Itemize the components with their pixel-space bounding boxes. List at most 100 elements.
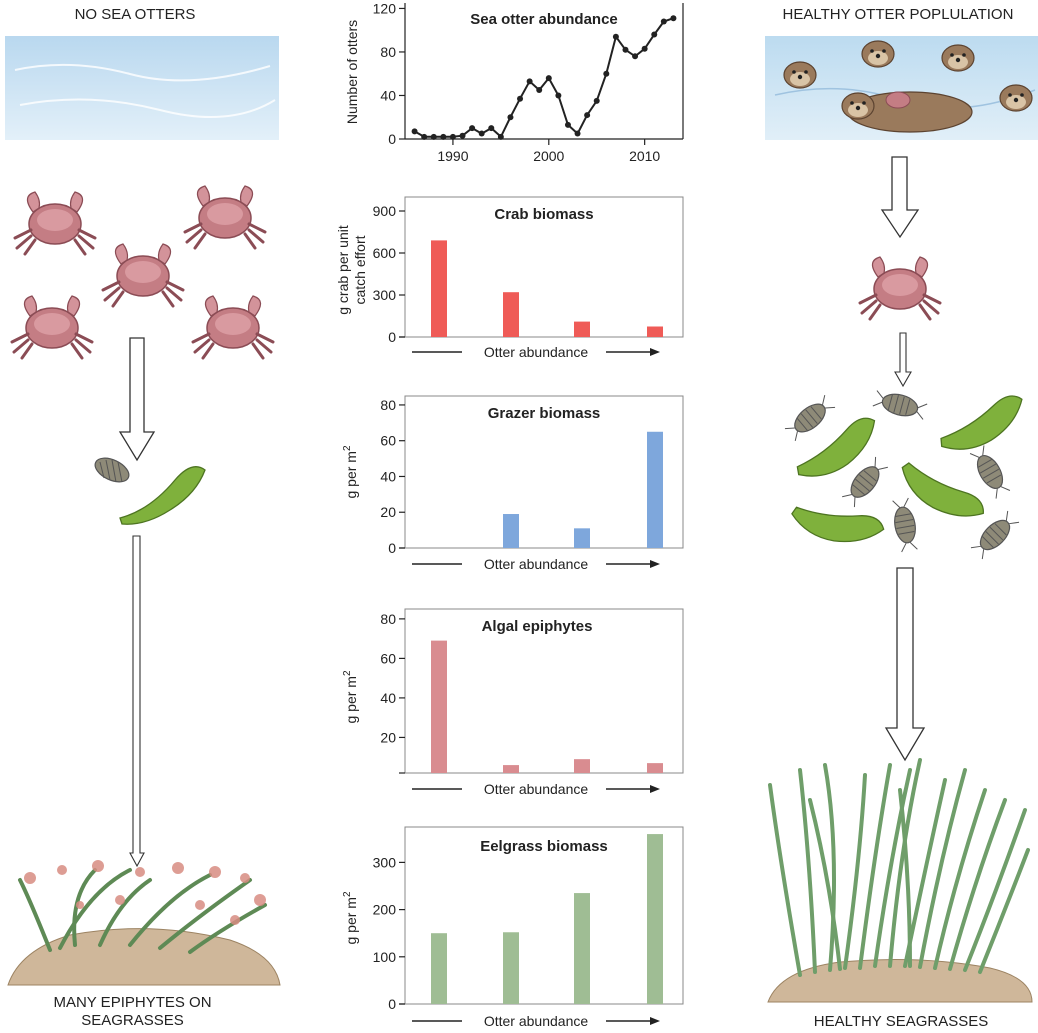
- data-point: [555, 92, 562, 99]
- x-axis-label: Otter abundance: [484, 1013, 589, 1029]
- data-point: [536, 87, 543, 94]
- y-tick-label: 900: [373, 203, 397, 219]
- data-point: [440, 133, 447, 140]
- y-axis-label-line-2: catch effort: [352, 235, 368, 304]
- arrow-down-icon: [880, 156, 920, 239]
- bar: [431, 640, 447, 773]
- series-line: [414, 17, 674, 139]
- data-point: [421, 133, 428, 140]
- data-point: [469, 125, 476, 132]
- bar: [574, 759, 590, 773]
- bar: [647, 431, 663, 548]
- left-bottom-label-line-2: SEAGRASSES: [81, 1012, 184, 1029]
- data-point: [564, 121, 571, 128]
- y-axis-label-superscript: 2: [342, 670, 353, 676]
- y-tick-label: 80: [380, 44, 396, 60]
- y-tick-label: 200: [373, 902, 397, 918]
- x-axis-arrow: [412, 1017, 660, 1025]
- sea-otter-abundance-chart: Sea otter abundance Number of otters 0 40…: [344, 0, 684, 164]
- data-point: [488, 125, 495, 132]
- long-arrow-down-icon: [129, 535, 145, 868]
- bar: [431, 933, 447, 1004]
- left-illustrations: [5, 36, 281, 986]
- y-tick-label: 600: [373, 245, 397, 261]
- small-arrow-down-icon: [894, 332, 912, 388]
- chart-title: Crab biomass: [494, 206, 593, 223]
- data-point: [574, 130, 581, 137]
- y-tick-label: 0: [388, 540, 396, 556]
- data-point: [584, 112, 591, 119]
- x-axis-arrow: [412, 785, 660, 793]
- data-point: [449, 133, 456, 140]
- grazer-biomass-chart: Grazer biomass g per m2 0 20 40 60 80 Otter …: [342, 395, 684, 572]
- chart-title: Algal epiphytes: [482, 618, 593, 635]
- arrow-down-icon: [118, 337, 156, 462]
- algal-epiphytes-chart: Algal epiphytes g per m2 20 40 60 80 Otter …: [342, 608, 684, 797]
- y-tick-label: 20: [380, 729, 396, 745]
- chart-frame: [404, 395, 684, 549]
- y-tick-label: 300: [373, 287, 397, 303]
- data-point: [507, 114, 514, 121]
- y-tick-label: 100: [373, 949, 397, 965]
- bars-layer: [431, 240, 663, 337]
- x-axis-arrow: [412, 560, 660, 568]
- chart-title: Eelgrass biomass: [480, 838, 608, 855]
- empty-water-illustration: [5, 36, 279, 140]
- right-top-label: HEALTHY OTTER POPLULATION: [782, 6, 1014, 23]
- chart-frame: [404, 826, 684, 1005]
- arrow-down-icon: [884, 567, 926, 762]
- data-point: [612, 33, 619, 40]
- x-axis-label: Otter abundance: [484, 781, 589, 797]
- y-axis-label: Number of otters: [344, 20, 360, 124]
- tick-layer: 0 100 200 300: [373, 854, 405, 1012]
- bar: [503, 514, 519, 548]
- bar: [647, 763, 663, 773]
- tick-layer: 20 40 60 80: [380, 611, 405, 774]
- bars-layer: [431, 640, 663, 773]
- y-tick-label: 60: [380, 433, 396, 449]
- x-axis-label: Otter abundance: [484, 556, 589, 572]
- data-point: [660, 18, 667, 25]
- y-tick-label: 0: [388, 996, 396, 1012]
- bars-layer: [503, 431, 663, 548]
- right-bottom-label: HEALTHY SEAGRASSES: [813, 1013, 989, 1030]
- chart-title: Sea otter abundance: [470, 11, 618, 28]
- data-point: [670, 15, 677, 22]
- data-point: [632, 53, 639, 60]
- data-point: [497, 133, 504, 140]
- y-axis-label-text: g per m: [343, 676, 359, 723]
- y-tick-label: 20: [380, 504, 396, 520]
- y-tick-label: 60: [380, 650, 396, 666]
- data-point: [517, 95, 524, 102]
- y-tick-label: 0: [388, 329, 396, 345]
- y-axis-label: g per m2: [342, 891, 359, 944]
- bar: [574, 893, 590, 1004]
- tick-layer: 0 20 40 60 80: [380, 397, 405, 556]
- y-tick-label: 80: [380, 611, 396, 627]
- chart-frame: [405, 3, 683, 139]
- data-point: [545, 75, 552, 82]
- tick-layer: 0 40 80 120 1990 2000 2010: [373, 0, 661, 164]
- y-axis-label-text: g per m: [343, 451, 359, 498]
- bar: [574, 528, 590, 548]
- y-axis-label-text: g per m: [343, 897, 359, 944]
- y-tick-label: 40: [380, 690, 396, 706]
- x-tick-label: 1990: [437, 148, 468, 164]
- y-tick-label: 300: [373, 854, 397, 870]
- y-tick-label: 120: [373, 0, 397, 16]
- eelgrass-biomass-chart: Eelgrass biomass g per m2 0 100 200 300 Ott…: [342, 826, 684, 1029]
- data-point: [641, 45, 648, 52]
- left-top-label: NO SEA OTTERS: [74, 6, 196, 23]
- bar: [503, 292, 519, 337]
- data-point: [603, 70, 610, 77]
- data-point: [411, 128, 418, 135]
- bar: [647, 326, 663, 337]
- left-bottom-label-line-1: MANY EPIPHYTES ON: [53, 994, 212, 1011]
- chart-frame: [404, 196, 684, 338]
- epiphyte-seagrass-illustration: [7, 860, 281, 986]
- data-point: [478, 130, 485, 137]
- data-point: [622, 46, 629, 53]
- tick-layer: 0 300 600 900: [373, 203, 405, 345]
- y-tick-label: 40: [380, 87, 396, 103]
